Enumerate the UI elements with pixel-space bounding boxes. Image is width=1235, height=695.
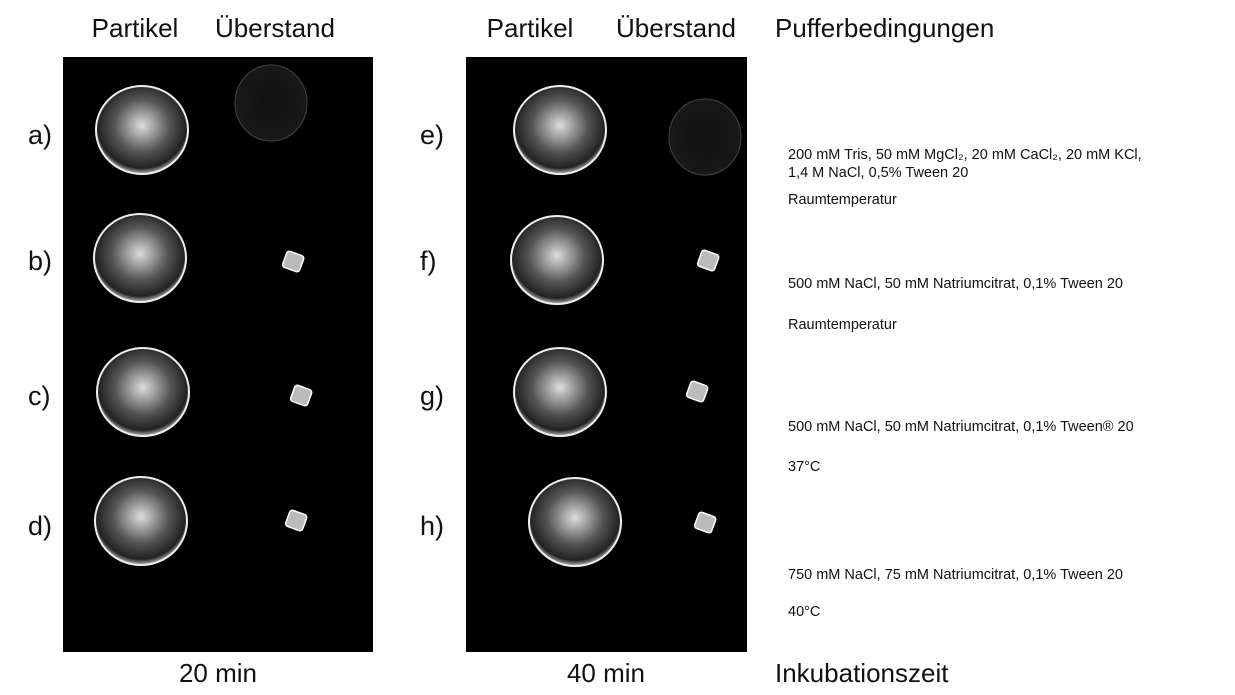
particle-droplet [95,477,187,565]
buffer-text: 500 mM NaCl, 50 mM Natriumcitrat, 0,1% T… [788,419,1134,435]
particle-droplet [94,214,186,302]
column-header: Überstand [616,13,736,43]
row-label: h) [420,511,444,541]
figure: Pufferbedingungen Inkubationszeit Partik… [0,0,1235,690]
temperature-text: 40°C [788,604,820,620]
row-label: g) [420,381,444,411]
row-label: e) [420,120,444,150]
row-label: b) [28,246,52,276]
time-label: 40 min [567,658,645,688]
buffer-text: 1,4 M NaCl, 0,5% Tween 20 [788,165,968,181]
particle-droplet [514,86,606,174]
row-label: f) [420,246,437,276]
particle-droplet [529,478,621,566]
footer-label: Inkubationszeit [775,658,949,688]
column-header: Partikel [92,13,179,43]
temperature-text: Raumtemperatur [788,317,897,333]
supernatant-droplet [235,65,307,141]
particle-droplet [97,348,189,436]
temperature-text: Raumtemperatur [788,192,897,208]
particle-droplet [511,216,603,304]
column-header: Partikel [487,13,574,43]
row-label: d) [28,511,52,541]
column-header: Überstand [215,13,335,43]
buffer-text: 500 mM NaCl, 50 mM Natriumcitrat, 0,1% T… [788,276,1123,292]
supernatant-droplet [669,99,741,175]
buffer-text: 200 mM Tris, 50 mM MgCl₂, 20 mM CaCl₂, 2… [788,147,1142,163]
conditions-title: Pufferbedingungen [775,13,994,43]
particle-droplet [514,348,606,436]
time-label: 20 min [179,658,257,688]
buffer-text: 750 mM NaCl, 75 mM Natriumcitrat, 0,1% T… [788,567,1123,583]
row-label: c) [28,381,51,411]
temperature-text: 37°C [788,459,820,475]
row-label: a) [28,120,52,150]
particle-droplet [96,86,188,174]
